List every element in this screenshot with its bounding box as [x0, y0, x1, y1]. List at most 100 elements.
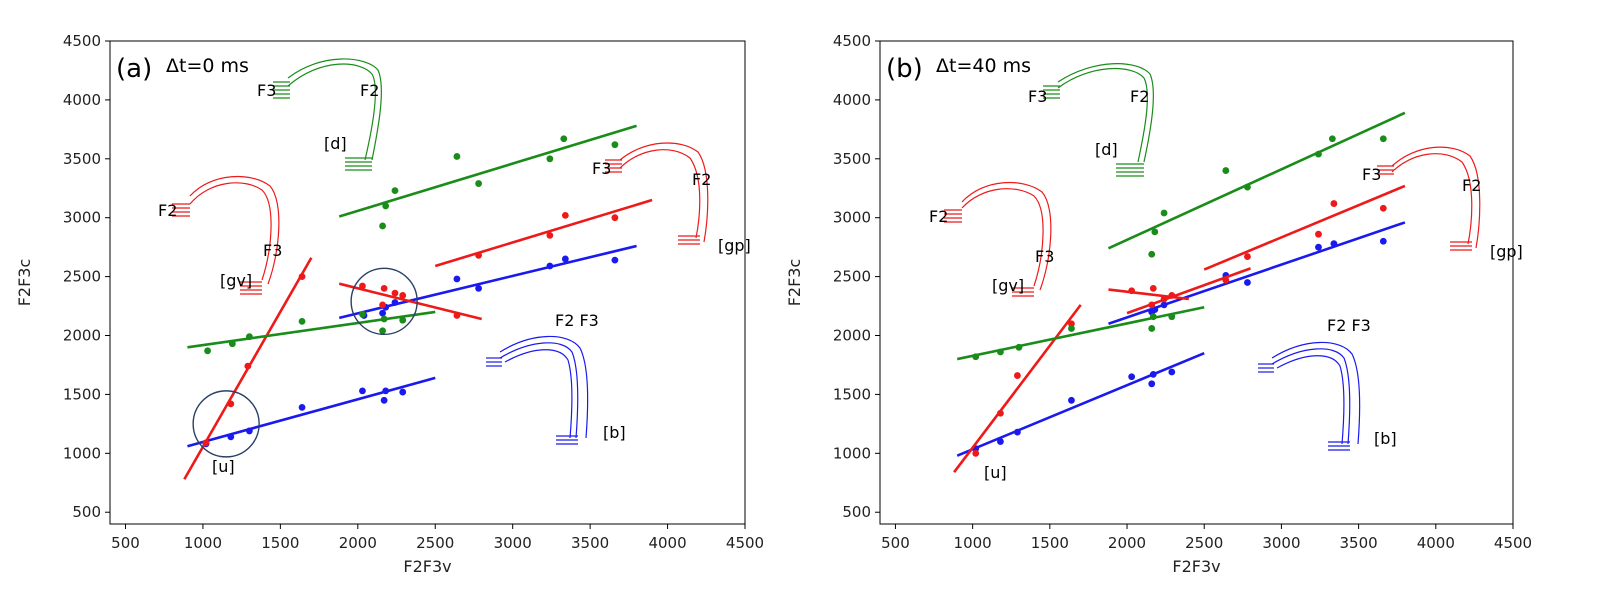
data-point — [972, 449, 980, 457]
data-point — [1148, 250, 1156, 258]
y-tick-label: 1000 — [63, 444, 101, 462]
data-point — [611, 214, 619, 222]
x-tick-label: 3500 — [571, 534, 609, 552]
annotation-label: [d] — [324, 134, 347, 153]
vocal-tract-outline — [619, 142, 709, 243]
fit-line — [956, 351, 1205, 457]
annotation-label: F2 F3 — [1327, 316, 1371, 335]
data-point — [1015, 343, 1023, 351]
data-point — [298, 403, 306, 411]
data-point — [453, 153, 461, 160]
x-tick-label: 3500 — [1340, 534, 1378, 552]
data-point — [379, 327, 386, 335]
data-point — [561, 255, 569, 263]
fit-line — [434, 198, 653, 268]
data-point — [228, 340, 236, 348]
data-point — [1148, 325, 1156, 332]
y-tick-label: 1500 — [833, 385, 871, 403]
data-point — [546, 231, 554, 239]
x-tick-label: 4000 — [1417, 534, 1455, 552]
data-point — [382, 202, 390, 210]
data-point — [379, 301, 386, 309]
data-point — [1160, 209, 1168, 217]
data-point — [997, 438, 1004, 445]
data-point — [475, 180, 483, 187]
x-axis-label: F2F3v — [403, 557, 451, 576]
y-tick-label: 2500 — [63, 268, 101, 286]
data-point — [1244, 253, 1251, 260]
y-tick-label: 3500 — [833, 150, 871, 168]
vocal-tract-sketch — [486, 335, 589, 445]
x-axis-label: F2F3v — [1172, 557, 1220, 576]
data-point — [1330, 200, 1338, 207]
data-point — [1168, 313, 1176, 321]
x-tick-label: 4500 — [1494, 534, 1532, 552]
fit-line — [953, 304, 1082, 473]
data-point — [245, 333, 253, 341]
data-point — [1148, 380, 1156, 388]
data-point — [1244, 279, 1251, 286]
data-point — [359, 387, 366, 395]
annotation-label: [b] — [1374, 429, 1397, 448]
y-axis-label: F2F3c — [15, 259, 34, 307]
annotation-label: [u] — [212, 457, 235, 476]
data-point — [359, 282, 366, 290]
x-tick-label: 1000 — [184, 534, 222, 552]
data-point — [997, 348, 1004, 356]
data-point — [1068, 320, 1075, 328]
data-point — [1168, 368, 1176, 376]
y-tick-label: 500 — [842, 503, 871, 521]
data-point — [1128, 287, 1136, 295]
fit-line — [1203, 184, 1406, 271]
x-tick-label: 2000 — [339, 534, 377, 552]
fit-line — [956, 305, 1205, 361]
annotation-label: F2 — [692, 170, 711, 189]
data-point — [1244, 183, 1251, 191]
data-point — [546, 155, 554, 163]
y-tick-label: 4000 — [833, 91, 871, 109]
annotation-label: F3 — [1035, 247, 1054, 266]
annotation-label: F2 — [158, 201, 177, 220]
y-tick-label: 3000 — [833, 209, 871, 227]
data-point — [298, 317, 306, 325]
x-tick-label: 1500 — [261, 534, 299, 552]
data-point — [1149, 313, 1157, 321]
data-point — [1168, 292, 1176, 299]
fit-line — [1108, 288, 1189, 301]
plot-frame — [109, 40, 746, 525]
annotation-label: [gv] — [992, 276, 1024, 295]
fit-line — [1126, 267, 1251, 315]
data-point — [382, 387, 390, 395]
data-point — [997, 409, 1004, 417]
y-tick-label: 1500 — [63, 385, 101, 403]
vocal-tract-outline — [1271, 341, 1361, 445]
x-tick-label: 2500 — [1185, 534, 1223, 552]
data-point — [1160, 301, 1168, 309]
highlight-circle — [350, 267, 418, 336]
data-point — [1330, 240, 1338, 248]
annotation-label: [gp] — [1490, 242, 1523, 261]
data-point — [972, 353, 980, 361]
y-tick-label: 4500 — [63, 32, 101, 50]
data-point — [1149, 370, 1157, 378]
annotation-label: F3 — [257, 81, 276, 100]
data-point — [399, 316, 407, 324]
data-point — [1222, 276, 1230, 284]
x-tick-label: 500 — [111, 534, 140, 552]
data-point — [298, 273, 306, 281]
vocal-tract-sketch — [172, 175, 280, 295]
data-point — [453, 312, 461, 319]
highlight-circle — [192, 390, 260, 458]
data-point — [1128, 373, 1136, 381]
data-point — [546, 262, 554, 270]
data-point — [379, 309, 386, 317]
data-point — [227, 400, 235, 408]
y-tick-label: 2000 — [833, 327, 871, 345]
vocal-tract-sketch — [605, 142, 709, 245]
data-point — [399, 292, 407, 299]
y-tick-label: 3500 — [63, 150, 101, 168]
panel-label: (b) — [886, 54, 923, 84]
vocal-tract-sketch — [1258, 341, 1361, 451]
data-point — [611, 141, 619, 149]
fit-line — [187, 310, 436, 349]
